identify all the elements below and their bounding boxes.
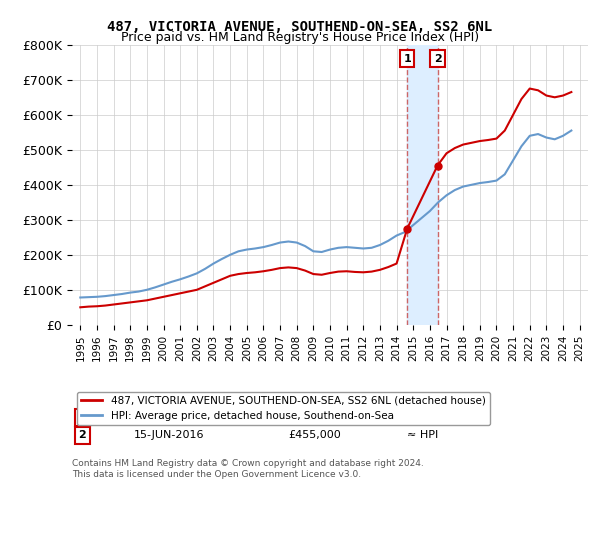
Legend: 487, VICTORIA AVENUE, SOUTHEND-ON-SEA, SS2 6NL (detached house), HPI: Average pr: 487, VICTORIA AVENUE, SOUTHEND-ON-SEA, S… <box>77 391 490 425</box>
Text: £275,000: £275,000 <box>289 412 341 422</box>
Text: 487, VICTORIA AVENUE, SOUTHEND-ON-SEA, SS2 6NL: 487, VICTORIA AVENUE, SOUTHEND-ON-SEA, S… <box>107 20 493 34</box>
Text: 1: 1 <box>79 412 86 422</box>
Text: 1: 1 <box>403 54 411 64</box>
Text: Contains HM Land Registry data © Crown copyright and database right 2024.
This d: Contains HM Land Registry data © Crown c… <box>72 459 424 479</box>
Text: £455,000: £455,000 <box>289 431 341 440</box>
Bar <box>407 45 437 325</box>
Text: 20-AUG-2014: 20-AUG-2014 <box>134 412 208 422</box>
Text: Price paid vs. HM Land Registry's House Price Index (HPI): Price paid vs. HM Land Registry's House … <box>121 31 479 44</box>
Text: 2: 2 <box>434 54 442 64</box>
Text: 2: 2 <box>79 431 86 440</box>
Text: 25% ↓ HPI: 25% ↓ HPI <box>407 412 467 422</box>
Text: ≈ HPI: ≈ HPI <box>407 431 439 440</box>
Text: 15-JUN-2016: 15-JUN-2016 <box>134 431 205 440</box>
